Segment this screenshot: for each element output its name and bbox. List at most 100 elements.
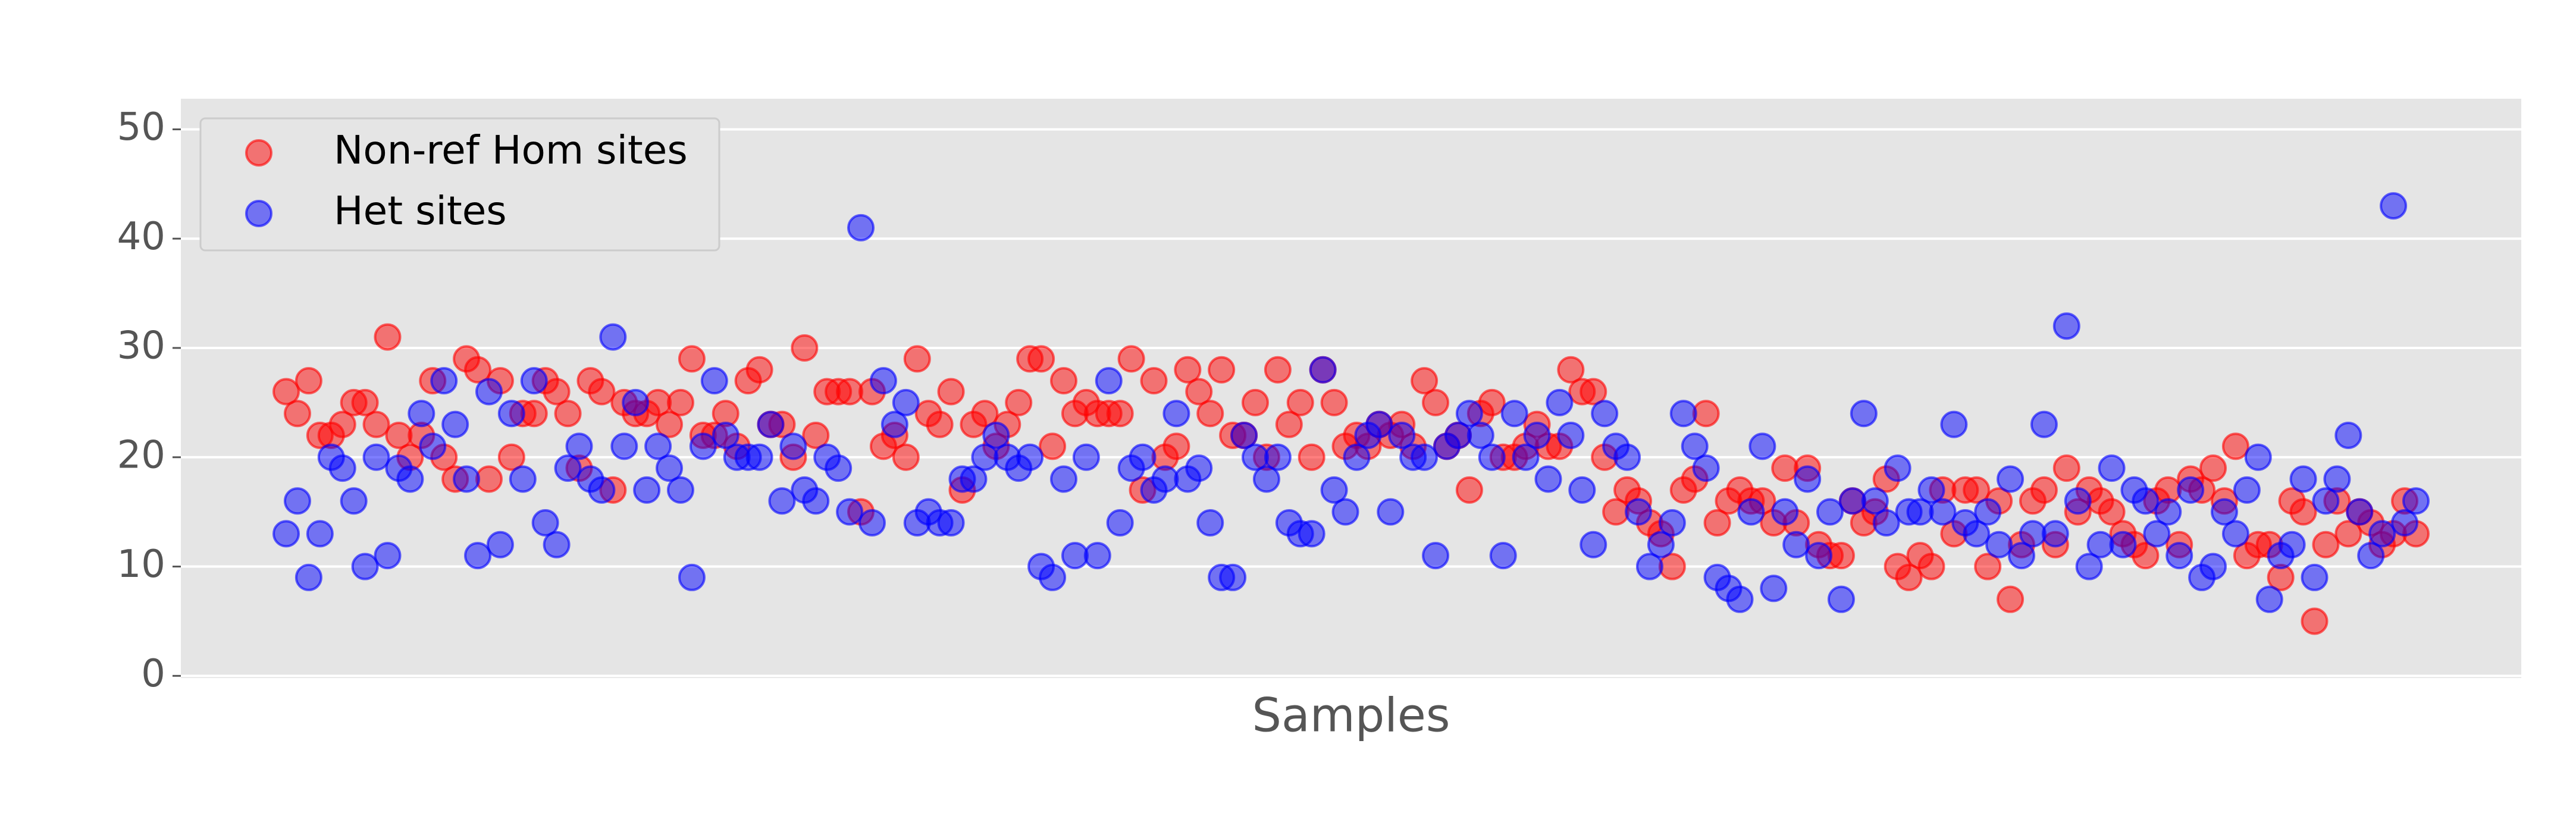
point [2233,476,2261,504]
point [2008,542,2036,570]
point [1963,520,1991,548]
point [2177,476,2205,504]
point [1884,454,1911,482]
point [2255,585,2283,613]
point [1580,378,1607,406]
point [1771,454,1799,482]
point [2052,454,2080,482]
point [1478,388,1506,416]
point [2323,465,2351,493]
point [351,388,379,416]
point [971,400,999,428]
point [2019,520,2047,548]
point [1850,400,1878,428]
point [1580,531,1607,558]
point [1625,498,1653,526]
point [689,432,717,460]
point [779,432,807,460]
point [1997,585,2025,613]
point [408,400,435,428]
point [1466,422,1494,450]
point [2402,487,2430,515]
point [1095,367,1123,395]
point [745,443,773,471]
point [2289,465,2317,493]
point [802,422,830,450]
point [1692,400,1720,428]
point [666,476,694,504]
point [2334,422,2362,450]
point [1162,432,1190,460]
point [486,531,514,558]
point [903,345,931,373]
point [419,432,447,460]
point [464,542,492,570]
point [836,378,864,406]
point [1635,553,1663,580]
point [712,422,739,450]
point [1252,465,1280,493]
point [1411,367,1439,395]
point [982,422,1010,450]
point [1129,443,1157,471]
point [1117,345,1145,373]
point [1377,498,1405,526]
point [1782,531,1810,558]
point [1478,443,1506,471]
point [306,520,334,548]
point [1557,422,1585,450]
point [1591,400,1619,428]
legend-marker [245,139,272,167]
point [2380,192,2408,220]
point [362,443,390,471]
point [1647,531,1675,558]
point [1794,465,1822,493]
point [1106,509,1134,537]
point [1737,498,1765,526]
point [1940,410,1968,438]
point [1568,476,1596,504]
point [1523,422,1551,450]
point [1230,422,1258,450]
point [1039,432,1067,460]
point [1196,400,1224,428]
point [1388,422,1416,450]
point [1027,345,1055,373]
point [1196,509,1224,537]
point [2132,487,2160,515]
point [2278,531,2306,558]
point [1658,509,1686,537]
point [2109,531,2137,558]
point [1365,410,1393,438]
point [1861,487,1889,515]
point [2098,498,2126,526]
point [283,400,311,428]
point [1286,388,1314,416]
point [1771,498,1799,526]
point [441,410,469,438]
point [1827,585,1855,613]
point [543,378,571,406]
point [1185,378,1213,406]
point [272,378,300,406]
point [531,509,559,537]
point [2301,607,2329,635]
point [272,520,300,548]
y-tick-label: 50 [117,105,165,149]
point [960,465,988,493]
point [1264,356,1292,384]
point [1872,509,1900,537]
point [2086,531,2114,558]
point [430,367,458,395]
point [836,498,864,526]
point [926,410,954,438]
point [1917,476,1945,504]
point [757,410,785,438]
point [1219,563,1247,591]
point [791,334,819,362]
point [328,454,356,482]
point [475,465,503,493]
point [1005,388,1033,416]
point [2052,312,2080,340]
